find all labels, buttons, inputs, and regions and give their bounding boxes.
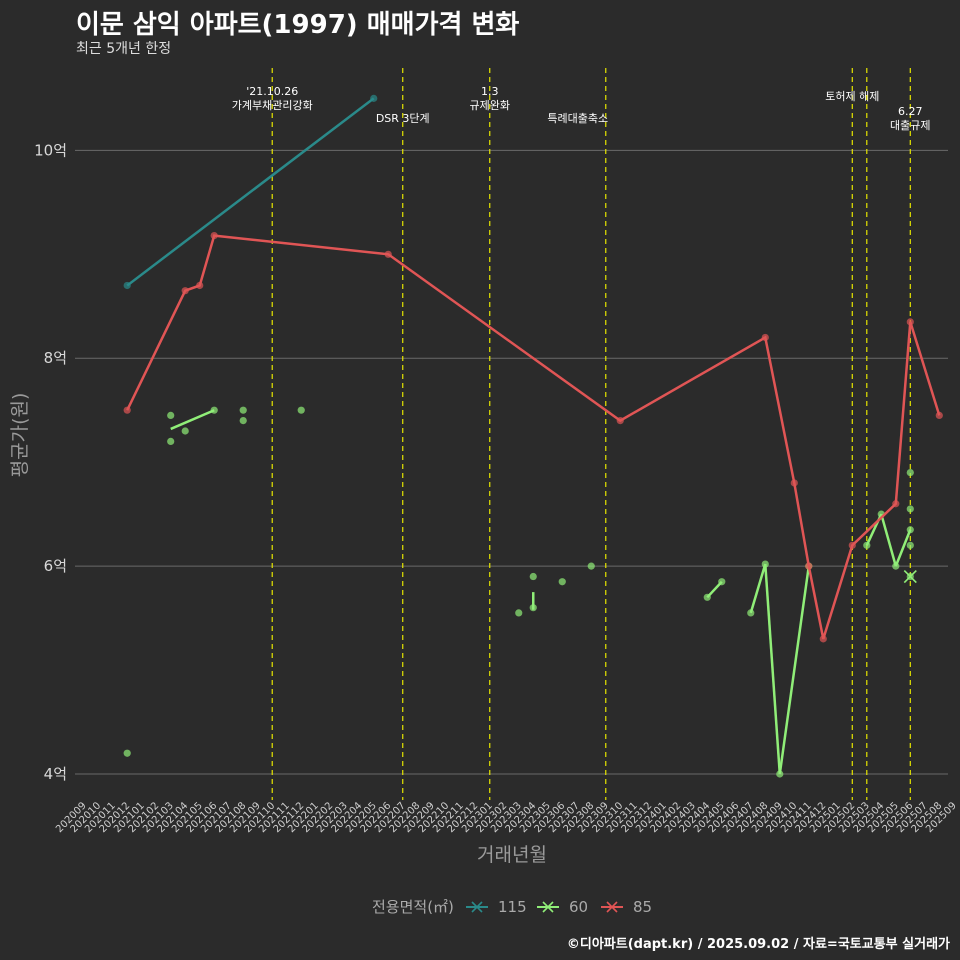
legend: 전용면적(㎡) 115 60 85	[372, 898, 652, 916]
data-point	[761, 333, 769, 342]
legend-label-85: 85	[633, 898, 652, 916]
data-point	[123, 749, 131, 757]
y-tick-label: 10억	[34, 141, 67, 159]
x-axis-label: 거래년월	[477, 844, 547, 866]
data-point	[906, 468, 914, 477]
data-point	[384, 250, 392, 258]
event-label: 특례대출축소	[547, 112, 608, 125]
data-point	[892, 500, 900, 508]
data-point	[819, 635, 827, 643]
series-line	[126, 234, 941, 640]
data-point	[935, 411, 943, 420]
event-label: 6.27 대출규제	[890, 105, 930, 132]
series-line	[880, 513, 897, 567]
data-point	[529, 604, 537, 612]
event-label: 토허제 해제	[825, 89, 879, 103]
data-point	[210, 406, 218, 414]
data-point	[123, 406, 131, 414]
chart-title: 이문 삼익 아파트(1997) 매매가격 변화	[76, 10, 520, 40]
series-115	[123, 94, 378, 290]
data-point	[703, 593, 711, 601]
series-line	[894, 529, 912, 567]
data-point	[616, 417, 624, 425]
data-point	[848, 541, 856, 549]
y-tick-label: 4억	[44, 765, 67, 783]
data-point	[515, 609, 523, 617]
data-point	[167, 437, 175, 445]
data-point	[790, 479, 798, 487]
data-point	[718, 578, 726, 586]
legend-title: 전용면적(㎡)	[372, 898, 454, 916]
data-point	[906, 318, 914, 326]
data-point	[805, 562, 813, 570]
data-point	[210, 231, 218, 240]
data-point	[239, 406, 247, 414]
event-label: '21.10.26 가계부채관리강화	[232, 85, 313, 112]
series-85	[123, 231, 943, 643]
y-tick-label: 6억	[44, 557, 67, 575]
data-point	[906, 526, 914, 534]
data-point	[906, 505, 914, 513]
data-point	[906, 541, 914, 549]
data-point	[529, 572, 537, 581]
data-point	[863, 541, 871, 549]
chart-subtitle: 최근 5개년 한정	[76, 41, 172, 57]
series-line	[778, 565, 811, 775]
data-point	[558, 578, 566, 586]
latest-marker	[903, 569, 917, 584]
data-point	[587, 562, 595, 570]
y-tick-label: 8억	[44, 349, 67, 367]
series-line	[764, 563, 782, 775]
data-point	[776, 770, 784, 778]
series-60	[123, 406, 914, 778]
data-point	[167, 411, 175, 420]
data-point	[761, 560, 769, 568]
data-point	[123, 281, 131, 290]
y-axis-label: 평균가(원)	[9, 393, 31, 478]
data-point	[747, 609, 755, 617]
data-point	[196, 281, 204, 290]
legend-label-60: 60	[569, 898, 588, 916]
data-point	[297, 406, 305, 414]
data-point	[370, 94, 378, 102]
data-point	[239, 417, 247, 425]
event-label: 1.3 규제완화	[470, 85, 510, 112]
event-label: DSR 3단계	[376, 112, 430, 125]
series-line	[749, 563, 767, 614]
legend-key-mark	[471, 901, 483, 913]
legend-key-mark	[542, 901, 554, 913]
legend-key-mark	[606, 901, 618, 913]
source-caption: ©디아파트(dapt.kr) / 2025.09.02 / 자료=국토교통부 실…	[566, 937, 950, 952]
series-line	[170, 409, 215, 431]
data-point	[892, 562, 900, 570]
data-point	[181, 427, 189, 435]
legend-label-115: 115	[498, 898, 527, 916]
series-line	[126, 97, 375, 287]
data-point	[181, 287, 189, 295]
